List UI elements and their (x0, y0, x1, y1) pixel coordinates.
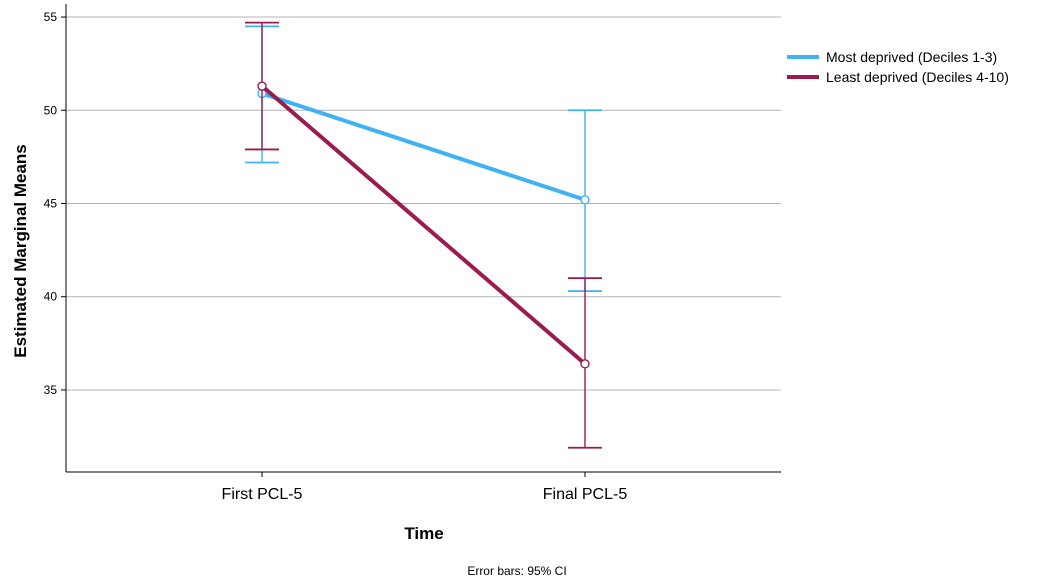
y-tick-label-40: 40 (44, 290, 58, 304)
axes (65, 4, 781, 473)
x-axis-title: Time (404, 524, 443, 543)
legend-label-1: Least deprived (Deciles 4-10) (826, 69, 1009, 85)
data-point-1-1 (580, 359, 590, 369)
series (245, 21, 602, 449)
series-line-1 (260, 84, 587, 366)
x-tick-labels: First PCL-5 Final PCL-5 (222, 472, 628, 503)
error-bar-footnote: Error bars: 95% CI (467, 564, 566, 578)
series-0 (245, 25, 602, 293)
data-point-0-1 (580, 195, 590, 205)
x-tick-label-1: Final PCL-5 (543, 486, 628, 503)
y-tick-label-45: 45 (44, 197, 58, 211)
y-tick-label-55: 55 (44, 10, 58, 24)
y-tick-labels: 35 40 45 50 55 (44, 10, 58, 397)
x-tick-label-0: First PCL-5 (222, 486, 303, 503)
data-point-1-0 (257, 81, 267, 91)
y-axis-title: Estimated Marginal Means (11, 144, 30, 358)
gridlines (61, 16, 781, 391)
series-1 (245, 21, 602, 449)
legend: Most deprived (Deciles 1-3) Least deprive… (787, 49, 1009, 85)
y-tick-label-35: 35 (44, 383, 58, 397)
series-line-0 (261, 91, 586, 202)
legend-label-0: Most deprived (Deciles 1-3) (826, 49, 997, 65)
y-tick-label-50: 50 (44, 103, 58, 117)
